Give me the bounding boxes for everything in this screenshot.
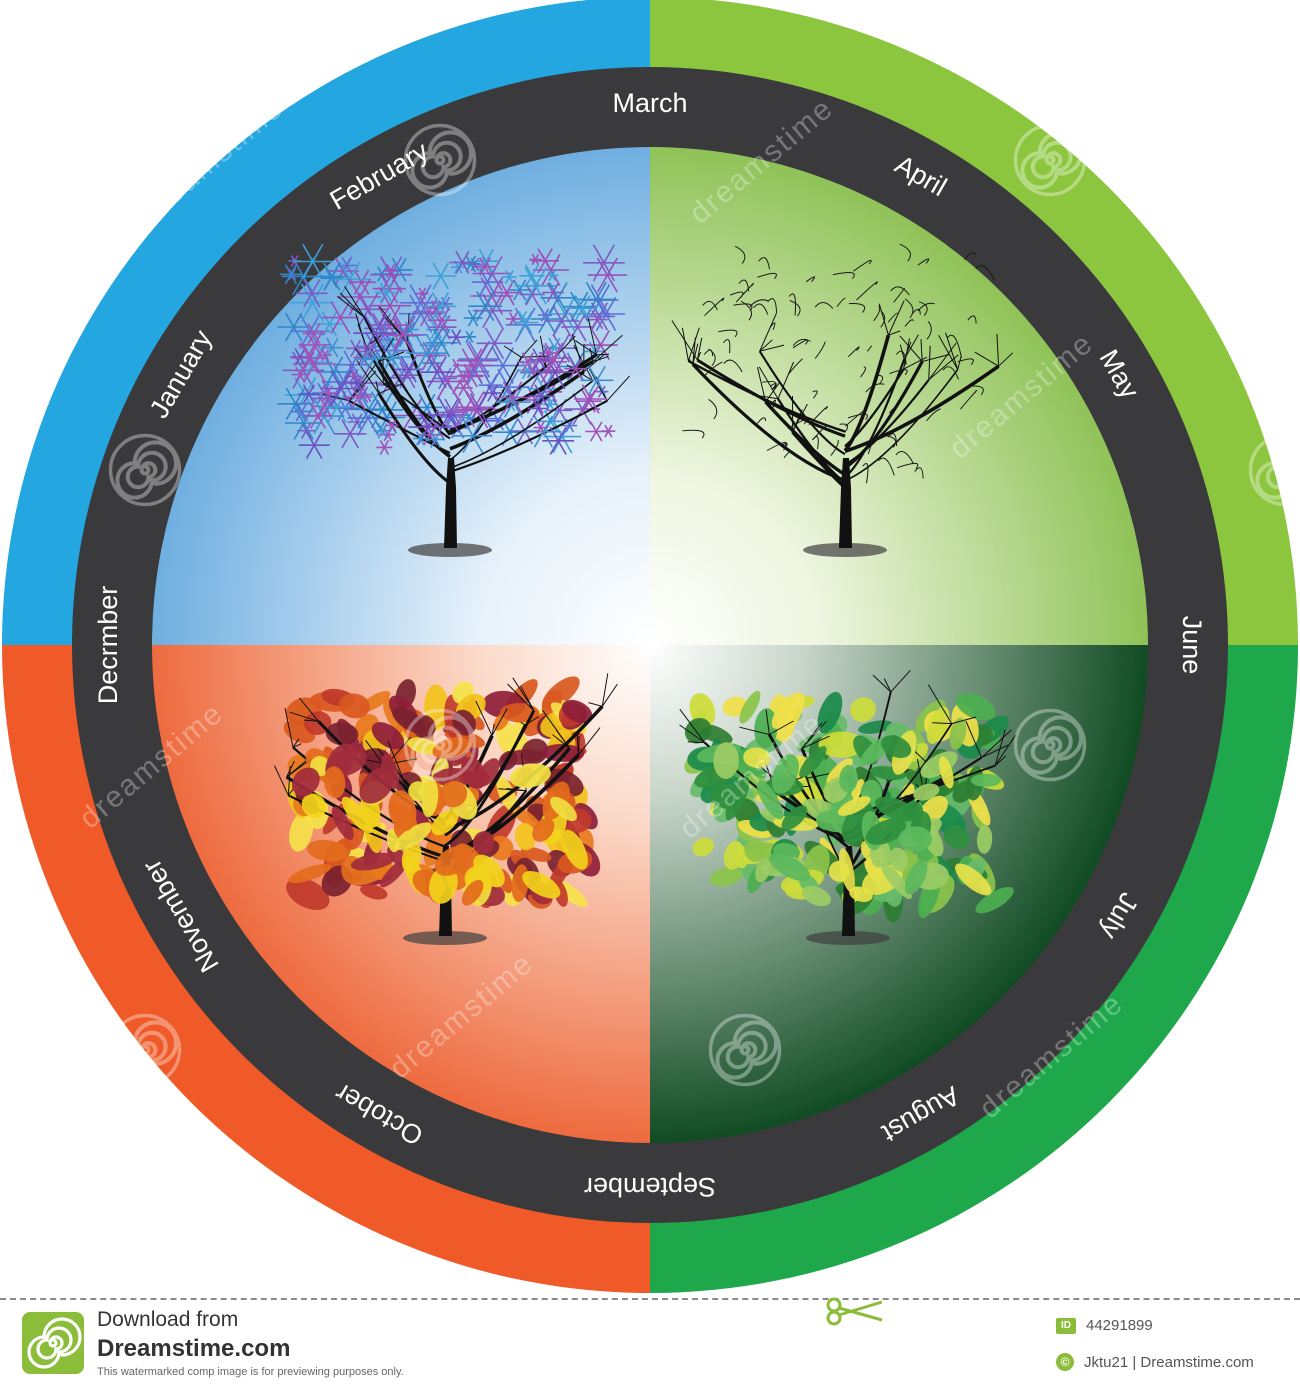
image-id-value: 44291899 <box>1086 1317 1153 1334</box>
autumn-tree-icon <box>274 673 618 945</box>
month-label: March <box>612 88 687 118</box>
spring-bare-tree-icon <box>671 243 1014 557</box>
dreamstime-logo-icon <box>22 1312 84 1374</box>
month-label: June <box>1177 616 1207 675</box>
summer-tree-icon <box>679 670 1017 945</box>
month-label: Decrmber <box>93 586 123 705</box>
dreamstime-site-link[interactable]: Dreamstime.com <box>97 1335 291 1362</box>
credit-row: © Jktu21 | Dreamstime.com <box>1056 1353 1254 1371</box>
download-footer <box>0 1297 1300 1390</box>
image-id-row: ID 44291899 <box>1056 1317 1153 1334</box>
season-quadrants <box>152 147 1148 1143</box>
copyright-icon: © <box>1056 1353 1074 1371</box>
month-label: September <box>584 1172 716 1202</box>
download-from-text: Download from <box>97 1308 239 1331</box>
winter-tree-icon <box>277 243 630 557</box>
credit-value: Jktu21 | Dreamstime.com <box>1084 1353 1254 1371</box>
scissors-icon <box>826 1297 883 1326</box>
id-badge-icon: ID <box>1056 1317 1076 1334</box>
cut-line <box>0 1298 1300 1300</box>
watermark-note: This watermarked comp image is for previ… <box>97 1366 404 1378</box>
